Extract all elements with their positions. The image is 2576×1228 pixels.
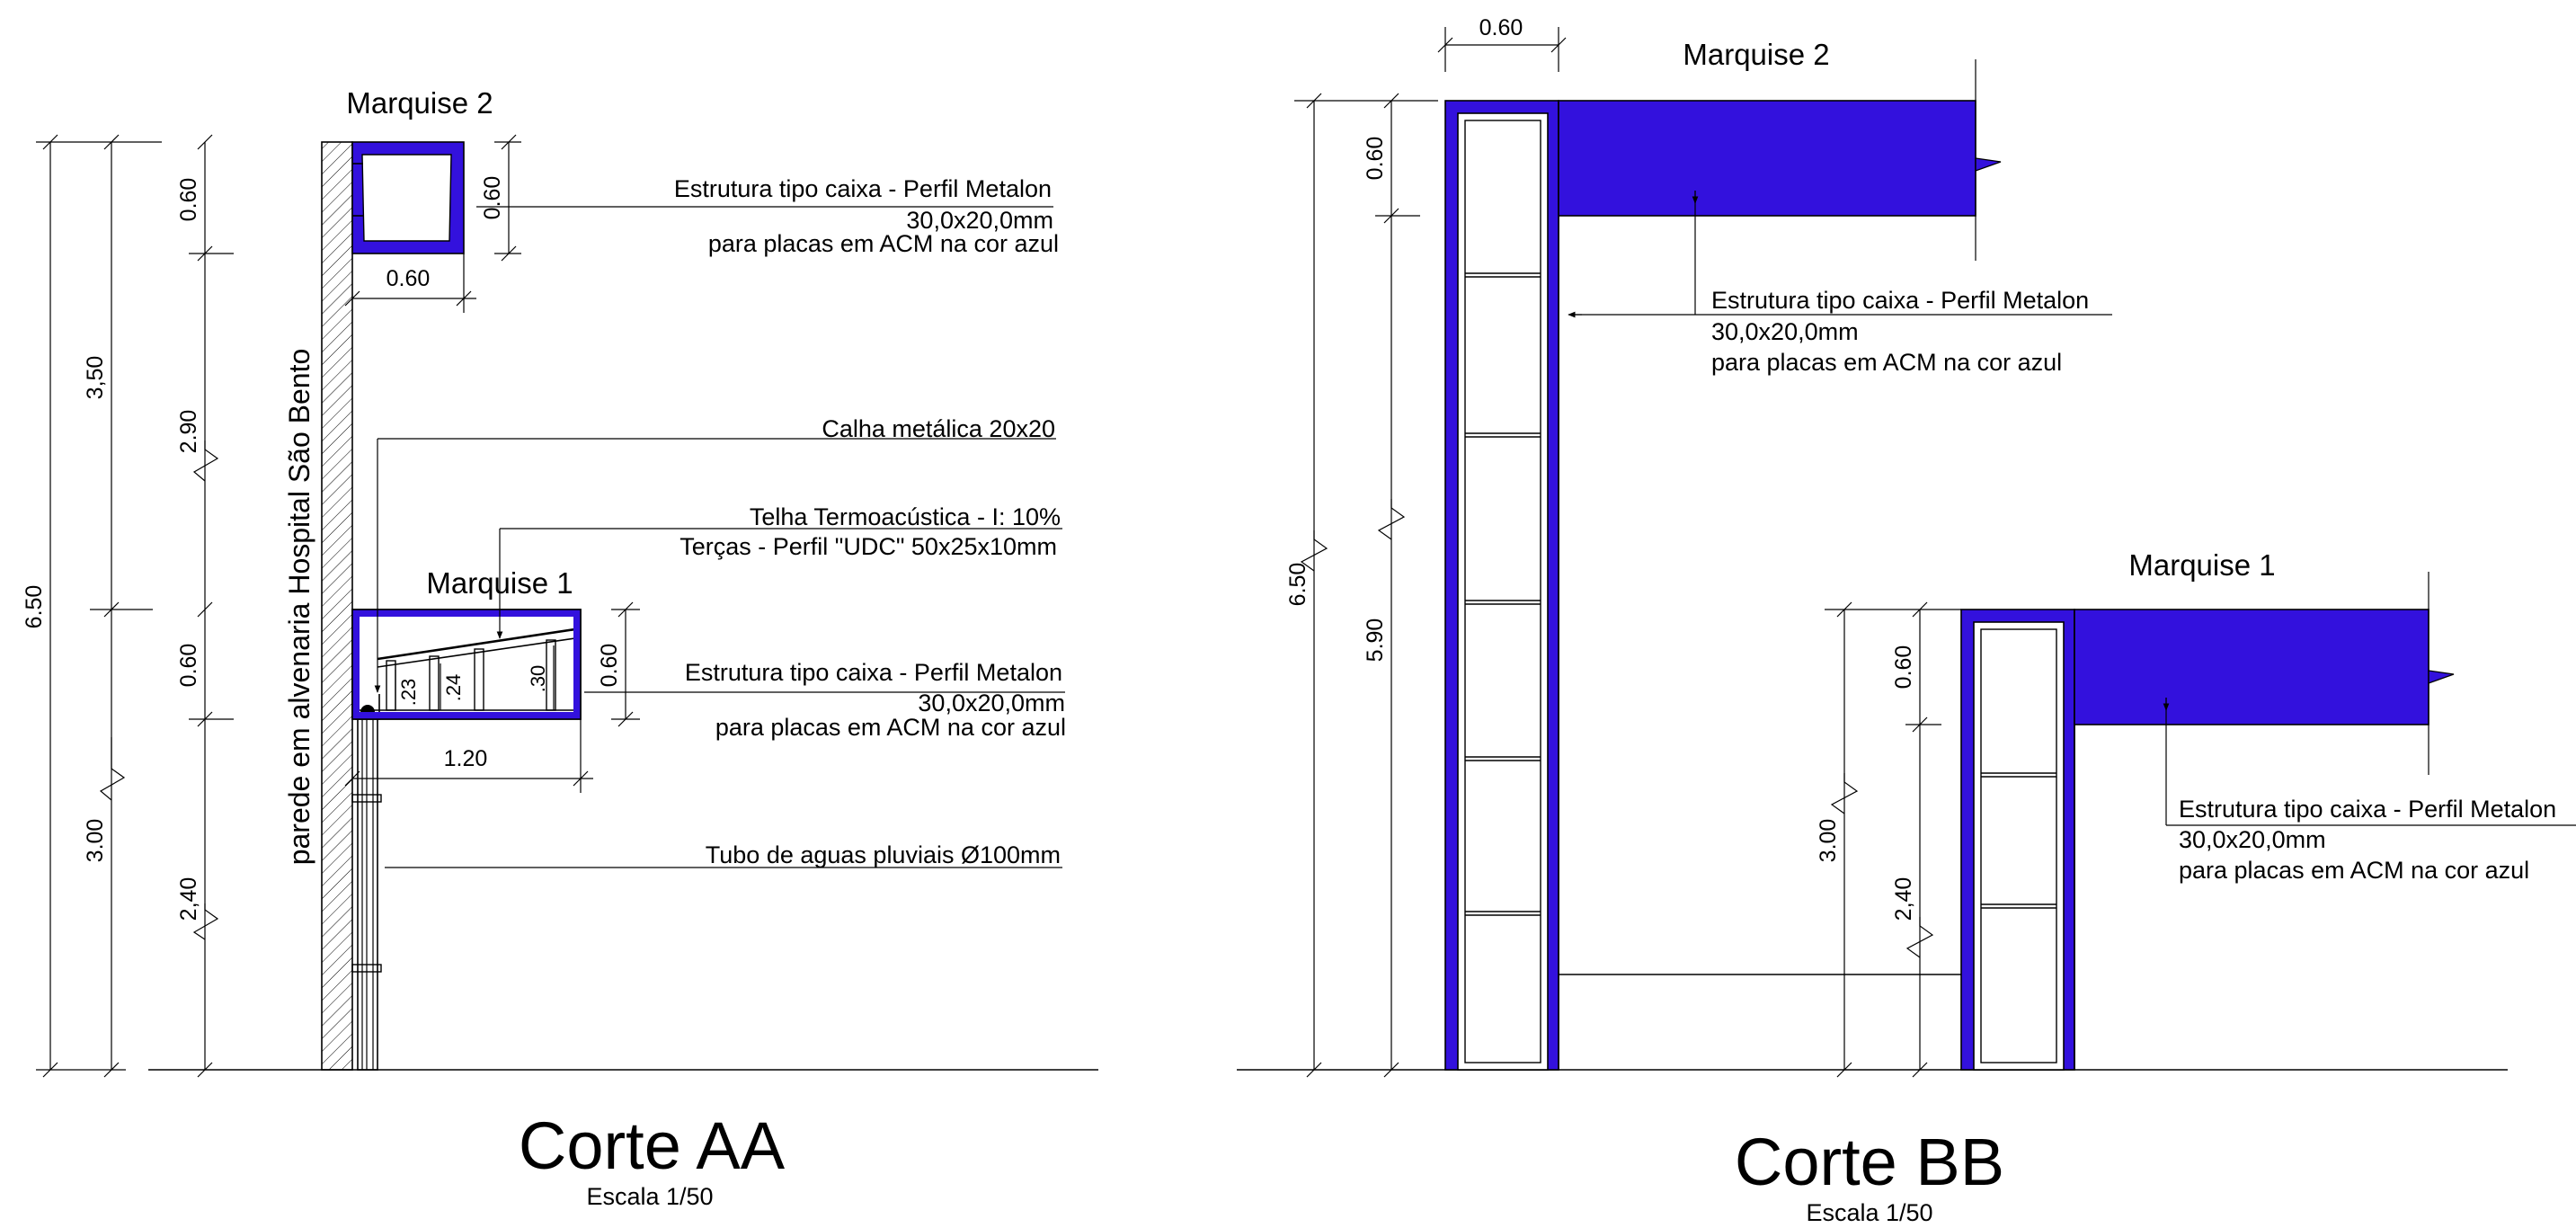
title-corte-aa: Corte AA (519, 1108, 786, 1183)
scale-corte-aa: Escala 1/50 (586, 1183, 713, 1210)
title-corte-bb: Corte BB (1735, 1125, 2004, 1199)
dimensions-aa (36, 134, 640, 1078)
wall-hatch (321, 141, 353, 1071)
dim-m1-width-aa: 1.20 (444, 746, 488, 771)
marquise-1-box-aa (351, 609, 582, 720)
beam-marquise-1 (2074, 572, 2455, 775)
rainwater-pipe (351, 714, 382, 1071)
dim-mid-aa: 2.90 (176, 410, 201, 454)
dim-23: .23 (397, 679, 420, 707)
dim-base-aa: 2,40 (176, 877, 201, 921)
corte-aa: 6.50 3,50 3.00 0.60 2.90 0.60 2,40 0.60 … (22, 86, 1098, 1210)
note-m2-line2-aa: 30,0x20,0mm (906, 207, 1053, 234)
note-telha: Telha Termoacústica - I: 10% (750, 503, 1061, 530)
wall-label: parede em alvenaria Hospital São Bento (283, 349, 315, 866)
note-m1-line1-aa: Estrutura tipo caixa - Perfil Metalon (685, 659, 1062, 686)
dimensions-bb (1294, 27, 1961, 1078)
column-marquise-1 (1960, 609, 2075, 1071)
dim-top-width-bb: 0.60 (1479, 15, 1523, 40)
marquise-1-label-bb: Marquise 1 (2128, 548, 2275, 582)
dim-base-bb: 2,40 (1891, 877, 1916, 921)
dim-m1-height-bb: 0.60 (1891, 645, 1916, 690)
note-tercas: Terças - Perfil "UDC" 50x25x10mm (680, 533, 1057, 560)
dim-m2-width-aa: 0.60 (386, 266, 431, 291)
marquise-2-label-aa: Marquise 2 (346, 86, 493, 120)
dim-m1-height-aa: 0.60 (176, 644, 201, 688)
dim-24: .24 (442, 674, 465, 702)
leaders-bb (1568, 191, 2576, 826)
column-marquise-2 (1444, 100, 1559, 1071)
marquise-2-label-bb: Marquise 2 (1683, 38, 1829, 71)
note-m1-line2-aa: 30,0x20,0mm (918, 690, 1065, 716)
note-calha: Calha metálica 20x20 (822, 415, 1055, 442)
scale-corte-bb: Escala 1/50 (1806, 1199, 1932, 1226)
note-m2-line2-bb: 30,0x20,0mm (1711, 318, 1859, 345)
dim-m1-height-right-aa: 0.60 (597, 644, 622, 688)
dim-upper-aa: 3,50 (83, 356, 108, 400)
dim-m2-height-aa: 0.60 (176, 178, 201, 222)
note-m2-line3-aa: para placas em ACM na cor azul (708, 230, 1059, 257)
marquise-2-box-aa (351, 141, 465, 254)
corte-bb: 0.60 6.50 0.60 5.90 3.00 0.60 2,40 Marqu… (1237, 15, 2576, 1226)
dim-total-bb: 6.50 (1285, 563, 1310, 607)
note-m1-line3-bb: para placas em ACM na cor azul (2179, 857, 2529, 884)
dim-total-aa: 6.50 (22, 585, 47, 629)
dim-30: .30 (527, 665, 549, 693)
note-m1-line3-aa: para placas em ACM na cor azul (715, 714, 1066, 741)
note-tubo: Tubo de aguas pluviais Ø100mm (706, 841, 1061, 868)
dim-col2-height-bb: 5.90 (1363, 618, 1388, 663)
dim-m2-height-bb: 0.60 (1363, 137, 1388, 181)
note-m2-line1-bb: Estrutura tipo caixa - Perfil Metalon (1711, 287, 2089, 314)
dim-lower-aa: 3.00 (83, 819, 108, 863)
dim-lower-bb: 3.00 (1816, 819, 1841, 863)
note-m2-line3-bb: para placas em ACM na cor azul (1711, 349, 2062, 376)
note-m2-line1-aa: Estrutura tipo caixa - Perfil Metalon (674, 175, 1052, 202)
beam-marquise-2 (1558, 59, 2002, 261)
dim-m2-height-right-aa: 0.60 (480, 176, 505, 220)
leaders-aa (374, 206, 1065, 868)
note-m1-line1-bb: Estrutura tipo caixa - Perfil Metalon (2179, 796, 2556, 823)
note-m1-line2-bb: 30,0x20,0mm (2179, 826, 2326, 853)
